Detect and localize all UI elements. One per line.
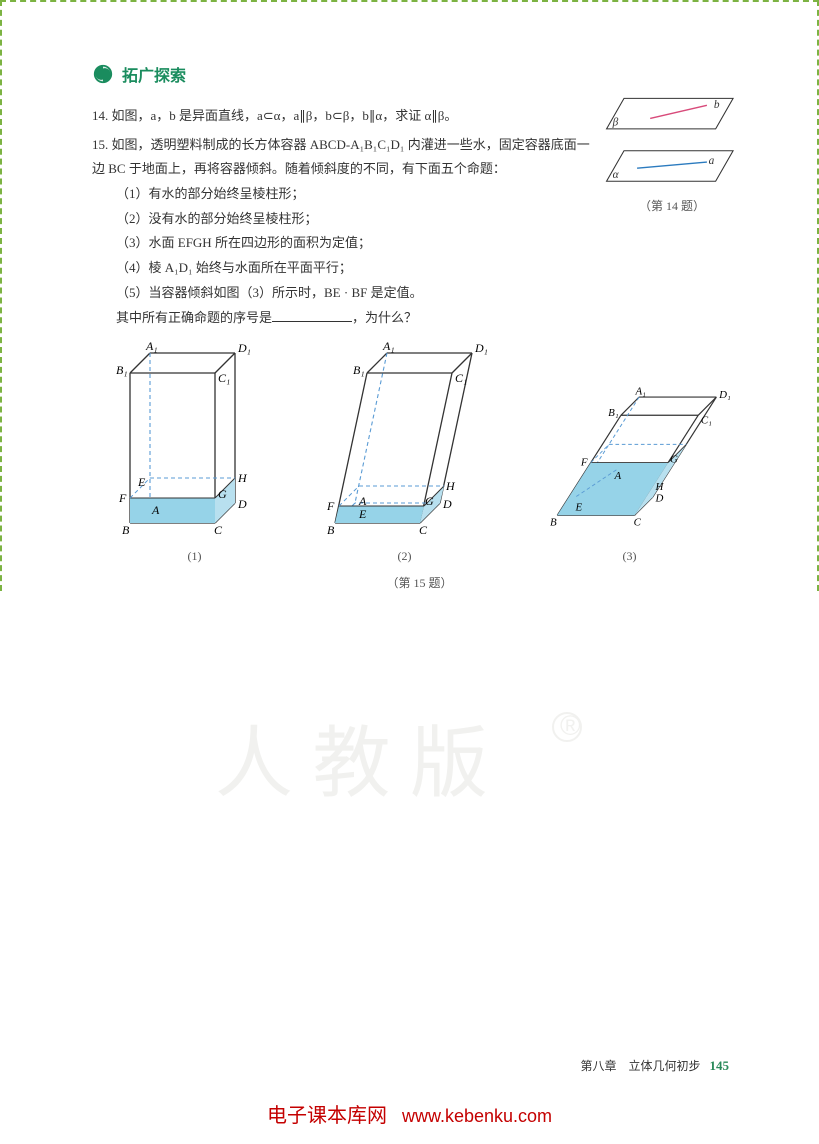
svg-text:C: C [633, 516, 641, 528]
svg-text:B₁: B₁ [608, 407, 619, 419]
label-beta: β [612, 116, 619, 128]
answer-blank[interactable] [272, 309, 352, 322]
problem-15-item-2: （2）没有水的部分始终呈棱柱形； [92, 207, 592, 232]
figure-15-3: A₁ D₁ B₁ C₁ F G A D H E B C (3) [530, 338, 730, 564]
label-a: a [709, 155, 715, 167]
section-title: 拓广探索 [122, 62, 186, 86]
figure-15-2: A₁ D₁ B₁ C₁ F E A G H D B C (2) [315, 338, 495, 564]
problem-15-item-4: （4）棱 A₁D₁ 始终与水面所在平面平行； [92, 256, 592, 281]
svg-text:G: G [218, 487, 227, 501]
label-b: b [714, 99, 720, 111]
problem-14: 14. 如图，a，b 是异面直线，a⊂α，a∥β，b⊂β，b∥α，求证 α∥β。 [92, 104, 592, 129]
figure-15-2-label: (2) [315, 549, 495, 564]
svg-text:B: B [122, 523, 130, 537]
problem-15-item-5: （5）当容器倾斜如图（3）所示时，BE · BF 是定值。 [92, 281, 592, 306]
problem-15-question: 其中所有正确命题的序号是 ，为什么？ [92, 306, 592, 331]
figure-15-row: A₁ D₁ B₁ C₁ E H F G A D B C (1) [92, 338, 747, 564]
swirl-icon [92, 63, 114, 85]
figure-15-caption: （第 15 题） [92, 574, 747, 591]
svg-text:A₁: A₁ [634, 386, 646, 398]
svg-text:A: A [613, 470, 621, 482]
figure-14: β b α a （第 14 题） [602, 94, 742, 214]
svg-text:D₁: D₁ [237, 341, 251, 355]
figure-15-1-label: (1) [110, 549, 280, 564]
watermark-text: 人 教 版 [215, 720, 488, 807]
svg-text:G: G [670, 454, 678, 466]
svg-text:G: G [425, 494, 434, 508]
watermark: 人 教 版 ® [0, 680, 819, 845]
bottom-site-name: 电子课本库网 [267, 1105, 387, 1127]
svg-text:F: F [579, 456, 587, 468]
bottom-source-link: 电子课本库网 www.kebenku.com [0, 1099, 819, 1128]
svg-text:D₁: D₁ [474, 341, 488, 355]
svg-text:C₁: C₁ [218, 371, 230, 385]
svg-text:D: D [442, 497, 452, 511]
svg-text:A₁: A₁ [382, 339, 395, 353]
svg-text:A₁: A₁ [145, 339, 158, 353]
svg-text:B: B [327, 523, 335, 537]
problem-15-number: 15. [92, 137, 108, 152]
svg-text:F: F [326, 499, 335, 513]
label-alpha: α [613, 169, 620, 181]
svg-text:C: C [214, 523, 223, 537]
svg-text:C₁: C₁ [455, 371, 467, 385]
svg-text:A: A [151, 503, 160, 517]
question-prefix: 其中所有正确命题的序号是 [116, 310, 272, 325]
svg-text:D: D [654, 493, 663, 505]
svg-text:E: E [574, 502, 582, 514]
problem-14-text: 如图，a，b 是异面直线，a⊂α，a∥β，b⊂β，b∥α，求证 α∥β。 [112, 108, 458, 123]
svg-text:A: A [358, 494, 367, 508]
svg-text:D₁: D₁ [718, 389, 730, 401]
problem-15-item-1: （1）有水的部分始终呈棱柱形； [92, 182, 592, 207]
svg-text:F: F [118, 491, 127, 505]
svg-text:C₁: C₁ [700, 415, 711, 427]
problem-15: 15. 如图，透明塑料制成的长方体容器 ABCD-A₁B₁C₁D₁ 内灌进一些水… [92, 133, 592, 331]
svg-text:B₁: B₁ [116, 363, 128, 377]
svg-text:H: H [445, 479, 456, 493]
section-header: 拓广探索 [92, 62, 747, 86]
footer-page-number: 145 [710, 1058, 730, 1073]
problem-14-number: 14. [92, 108, 108, 123]
problem-15-intro: 如图，透明塑料制成的长方体容器 ABCD-A₁B₁C₁D₁ 内灌进一些水，固定容… [92, 137, 590, 177]
svg-text:B₁: B₁ [353, 363, 365, 377]
figure-14-caption: （第 14 题） [602, 197, 742, 214]
bottom-site-url: www.kebenku.com [402, 1106, 552, 1126]
page-footer: 第八章 立体几何初步 145 [580, 1057, 729, 1074]
page-box: 拓广探索 14. 如图，a，b 是异面直线，a⊂α，a∥β，b⊂β，b∥α，求证… [0, 0, 819, 591]
svg-text:E: E [358, 507, 367, 521]
svg-text:B: B [550, 516, 557, 528]
figure-15-3-label: (3) [530, 549, 730, 564]
figure-15-1: A₁ D₁ B₁ C₁ E H F G A D B C (1) [110, 338, 280, 564]
svg-text:C: C [419, 523, 428, 537]
question-suffix: ，为什么？ [352, 310, 417, 325]
problem-15-item-3: （3）水面 EFGH 所在四边形的面积为定值； [92, 231, 592, 256]
svg-text:H: H [654, 481, 664, 493]
svg-text:E: E [137, 475, 146, 489]
footer-chapter: 第八章 立体几何初步 [580, 1059, 700, 1073]
svg-text:H: H [237, 471, 248, 485]
svg-text:D: D [237, 497, 247, 511]
